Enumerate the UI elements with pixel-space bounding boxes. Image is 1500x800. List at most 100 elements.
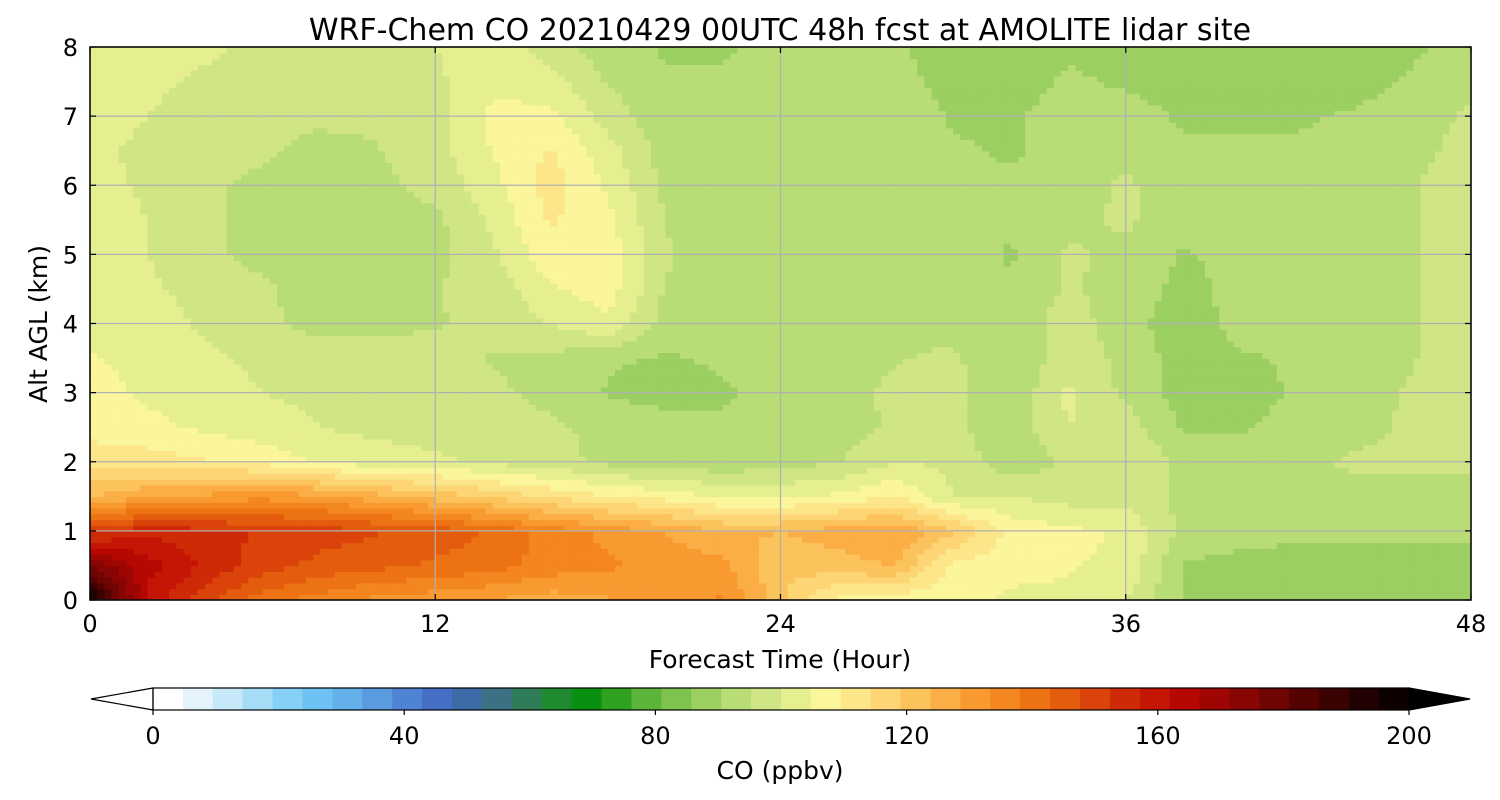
field-cell: [485, 565, 494, 572]
field-cell: [974, 455, 983, 463]
field-cell: [291, 559, 300, 567]
field-cell: [679, 588, 688, 595]
field-cell: [1240, 513, 1249, 521]
field-cell: [571, 565, 580, 572]
field-cell: [1082, 530, 1091, 538]
field-cell: [1391, 542, 1400, 549]
field-cell: [996, 594, 1005, 600]
field-cell: [1406, 490, 1415, 498]
field-cell: [521, 473, 530, 480]
field-cell: [679, 594, 688, 600]
field-cell: [284, 571, 293, 578]
field-cell: [1435, 542, 1443, 549]
field-cell: [571, 507, 580, 515]
field-cell: [125, 502, 134, 509]
field-cell: [514, 588, 523, 595]
field-cell: [312, 461, 321, 469]
field-cell: [449, 455, 458, 463]
field-cell: [874, 502, 882, 509]
field-cell: [471, 559, 480, 567]
field-cell: [435, 536, 444, 544]
field-cell: [133, 525, 142, 532]
field-cell: [1147, 473, 1156, 480]
field-cell: [543, 553, 552, 561]
field-cell: [514, 582, 523, 590]
field-cell: [1061, 536, 1069, 544]
field-cell: [1204, 484, 1213, 492]
field-cell: [730, 467, 739, 474]
field-cell: [1053, 565, 1062, 572]
field-cell: [708, 473, 717, 480]
field-cell: [1449, 502, 1458, 509]
field-cell: [1168, 548, 1177, 555]
field-cell: [233, 536, 242, 544]
field-cell: [1341, 473, 1350, 480]
field-cell: [1399, 484, 1407, 492]
field-cell: [1399, 548, 1407, 555]
field-cell: [607, 490, 616, 498]
field-cell: [1319, 594, 1328, 600]
field-cell: [176, 461, 185, 469]
field-cell: [1190, 594, 1199, 600]
field-cell: [161, 548, 170, 555]
field-cell: [1269, 565, 1278, 572]
field-cell: [428, 565, 436, 572]
field-cell: [384, 507, 393, 515]
field-cell: [449, 513, 458, 521]
field-cell: [1140, 507, 1149, 515]
field-cell: [888, 479, 897, 486]
field-cell: [312, 507, 321, 515]
field-cell: [1075, 542, 1084, 549]
field-cell: [823, 473, 832, 480]
field-cell: [140, 455, 149, 463]
field-cell: [773, 461, 782, 469]
field-cell: [830, 571, 839, 578]
field-cell: [428, 582, 436, 590]
field-cell: [1399, 513, 1407, 521]
field-cell: [1161, 565, 1170, 572]
field-cell: [1204, 542, 1213, 549]
field-cell: [1219, 490, 1228, 498]
field-cell: [1463, 530, 1471, 538]
field-cell: [953, 565, 962, 572]
field-cell: [521, 467, 530, 474]
field-cell: [514, 479, 523, 486]
field-cell: [679, 461, 688, 469]
field-cell: [406, 525, 415, 532]
field-cell: [1125, 513, 1134, 521]
field-cell: [564, 594, 573, 600]
field-cell: [327, 536, 336, 544]
field-cell: [1046, 490, 1055, 498]
field-cell: [1341, 565, 1350, 572]
field-cell: [471, 455, 480, 463]
field-cell: [1132, 594, 1141, 600]
field-cell: [413, 536, 422, 544]
field-cell: [1363, 530, 1371, 538]
field-cell: [341, 565, 350, 572]
field-cell: [1075, 582, 1084, 590]
field-cell: [730, 594, 739, 600]
field-cell: [1255, 473, 1264, 480]
field-cell: [133, 594, 142, 600]
field-cell: [686, 513, 695, 521]
field-cell: [1449, 467, 1458, 474]
field-cell: [384, 450, 393, 457]
field-cell: [1327, 519, 1336, 526]
field-cell: [888, 553, 897, 561]
field-cell: [1456, 548, 1465, 555]
field-cell: [1125, 559, 1134, 567]
field-cell: [830, 553, 839, 561]
field-cell: [140, 467, 149, 474]
field-cell: [428, 450, 436, 457]
field-cell: [406, 548, 415, 555]
field-cell: [1118, 484, 1127, 492]
field-cell: [241, 576, 249, 584]
field-cell: [651, 455, 659, 463]
field-cell: [1298, 513, 1307, 521]
field-cell: [205, 519, 213, 526]
field-cell: [1262, 571, 1271, 578]
field-cell: [945, 553, 954, 561]
field-cell: [1456, 542, 1465, 549]
field-cell: [97, 513, 106, 521]
field-cell: [1334, 553, 1343, 561]
